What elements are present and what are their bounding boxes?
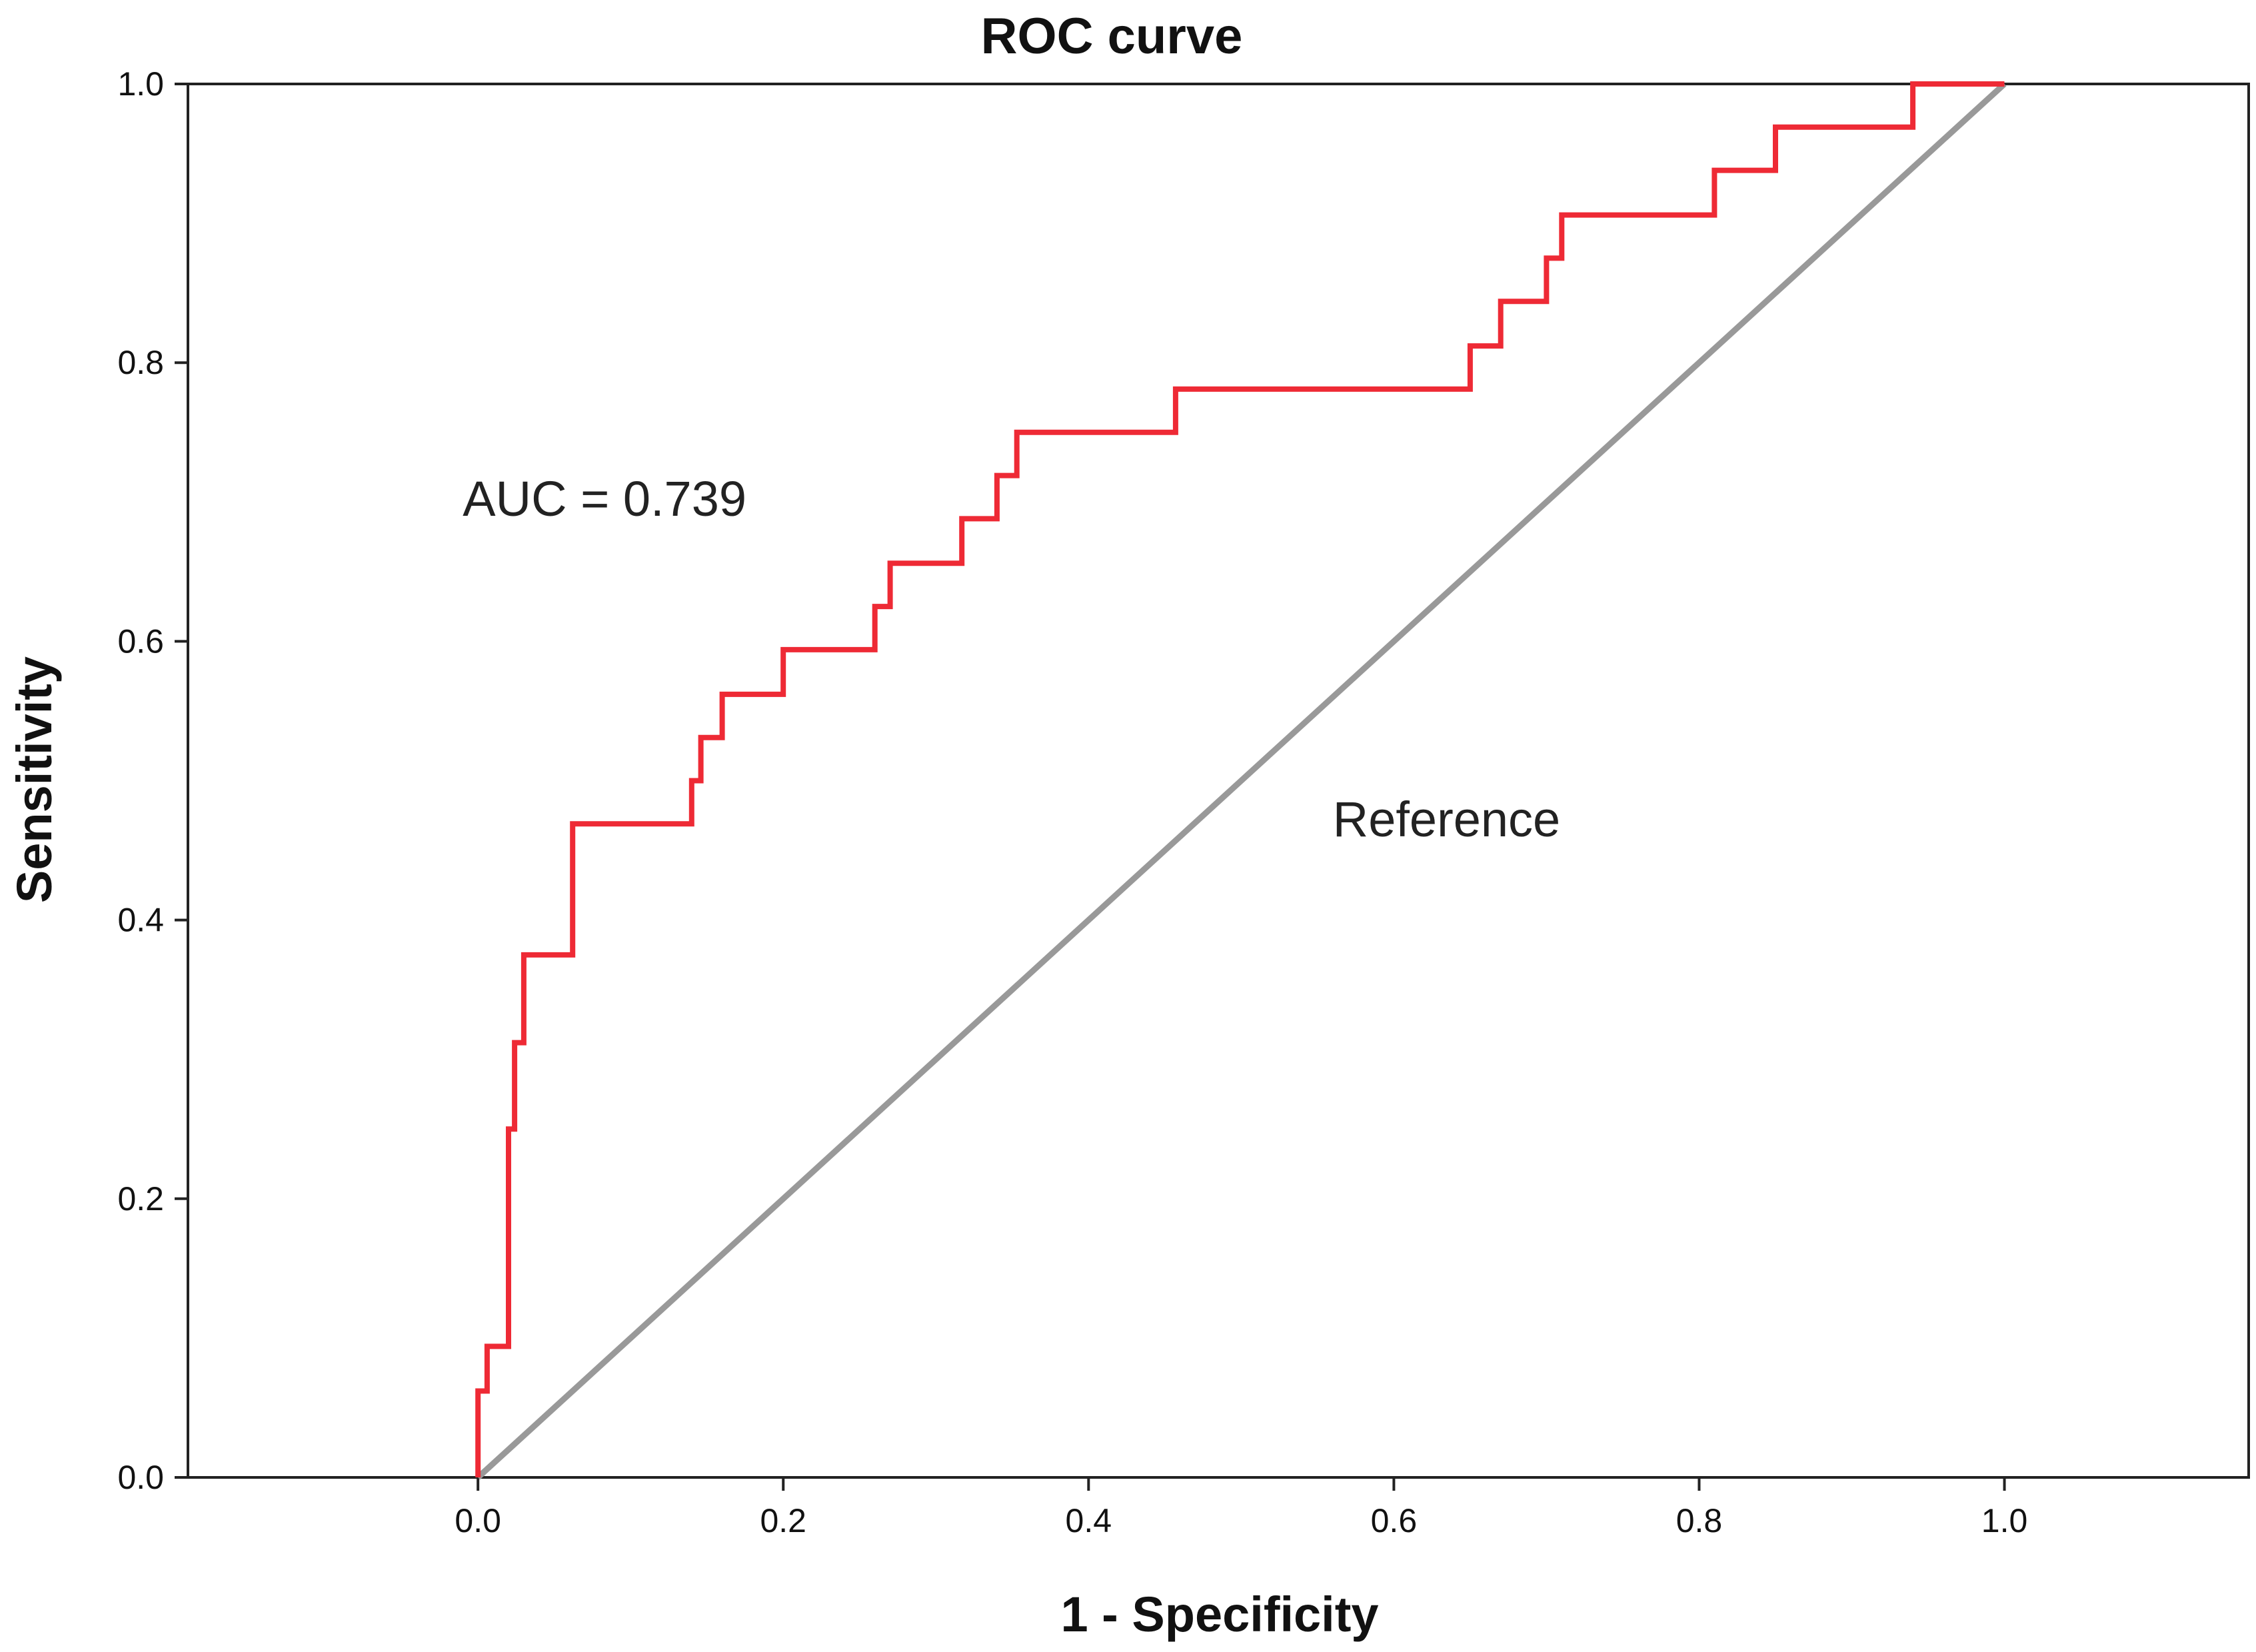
y-tick-label: 0.4 bbox=[117, 902, 164, 939]
x-tick-label: 1.0 bbox=[1981, 1502, 2028, 1539]
x-tick-label: 0.8 bbox=[1676, 1502, 1723, 1539]
x-tick-label: 0.4 bbox=[1066, 1502, 1112, 1539]
roc-curve bbox=[475, 81, 2005, 1477]
y-tick-label: 0.8 bbox=[117, 344, 164, 381]
x-tick-label: 0.6 bbox=[1371, 1502, 1418, 1539]
annotations: AUC = 0.739 Reference bbox=[463, 471, 1560, 847]
auc-annotation: AUC = 0.739 bbox=[463, 471, 746, 526]
y-tick-label: 0.0 bbox=[117, 1459, 164, 1496]
reference-annotation: Reference bbox=[1333, 792, 1560, 847]
y-tick-label: 1.0 bbox=[117, 65, 164, 103]
data-series bbox=[475, 81, 2007, 1480]
axis-ticks: 0.0 0.2 0.4 0.6 0.8 1.0 0.0 0.2 0.4 0.6 0.8 1.0 bbox=[117, 65, 2027, 1539]
x-tick-label: 0.2 bbox=[760, 1502, 806, 1539]
y-tick-label: 0.2 bbox=[117, 1180, 164, 1218]
y-tick-label: 0.6 bbox=[117, 622, 164, 660]
plot-frame bbox=[187, 83, 2250, 1479]
x-tick-label: 0.0 bbox=[455, 1502, 501, 1539]
reference-line bbox=[476, 81, 2007, 1480]
x-axis-title: 1 - Specificity bbox=[1060, 1587, 1378, 1642]
chart-title: ROC curve bbox=[981, 8, 1243, 65]
y-axis-title: Sensitivity bbox=[7, 656, 62, 903]
